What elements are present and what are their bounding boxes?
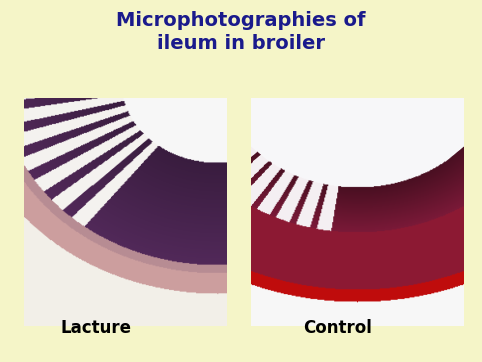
Text: Control: Control bbox=[303, 319, 372, 337]
Text: Microphotographies of
ileum in broiler: Microphotographies of ileum in broiler bbox=[116, 11, 366, 52]
Text: Lacture: Lacture bbox=[61, 319, 132, 337]
